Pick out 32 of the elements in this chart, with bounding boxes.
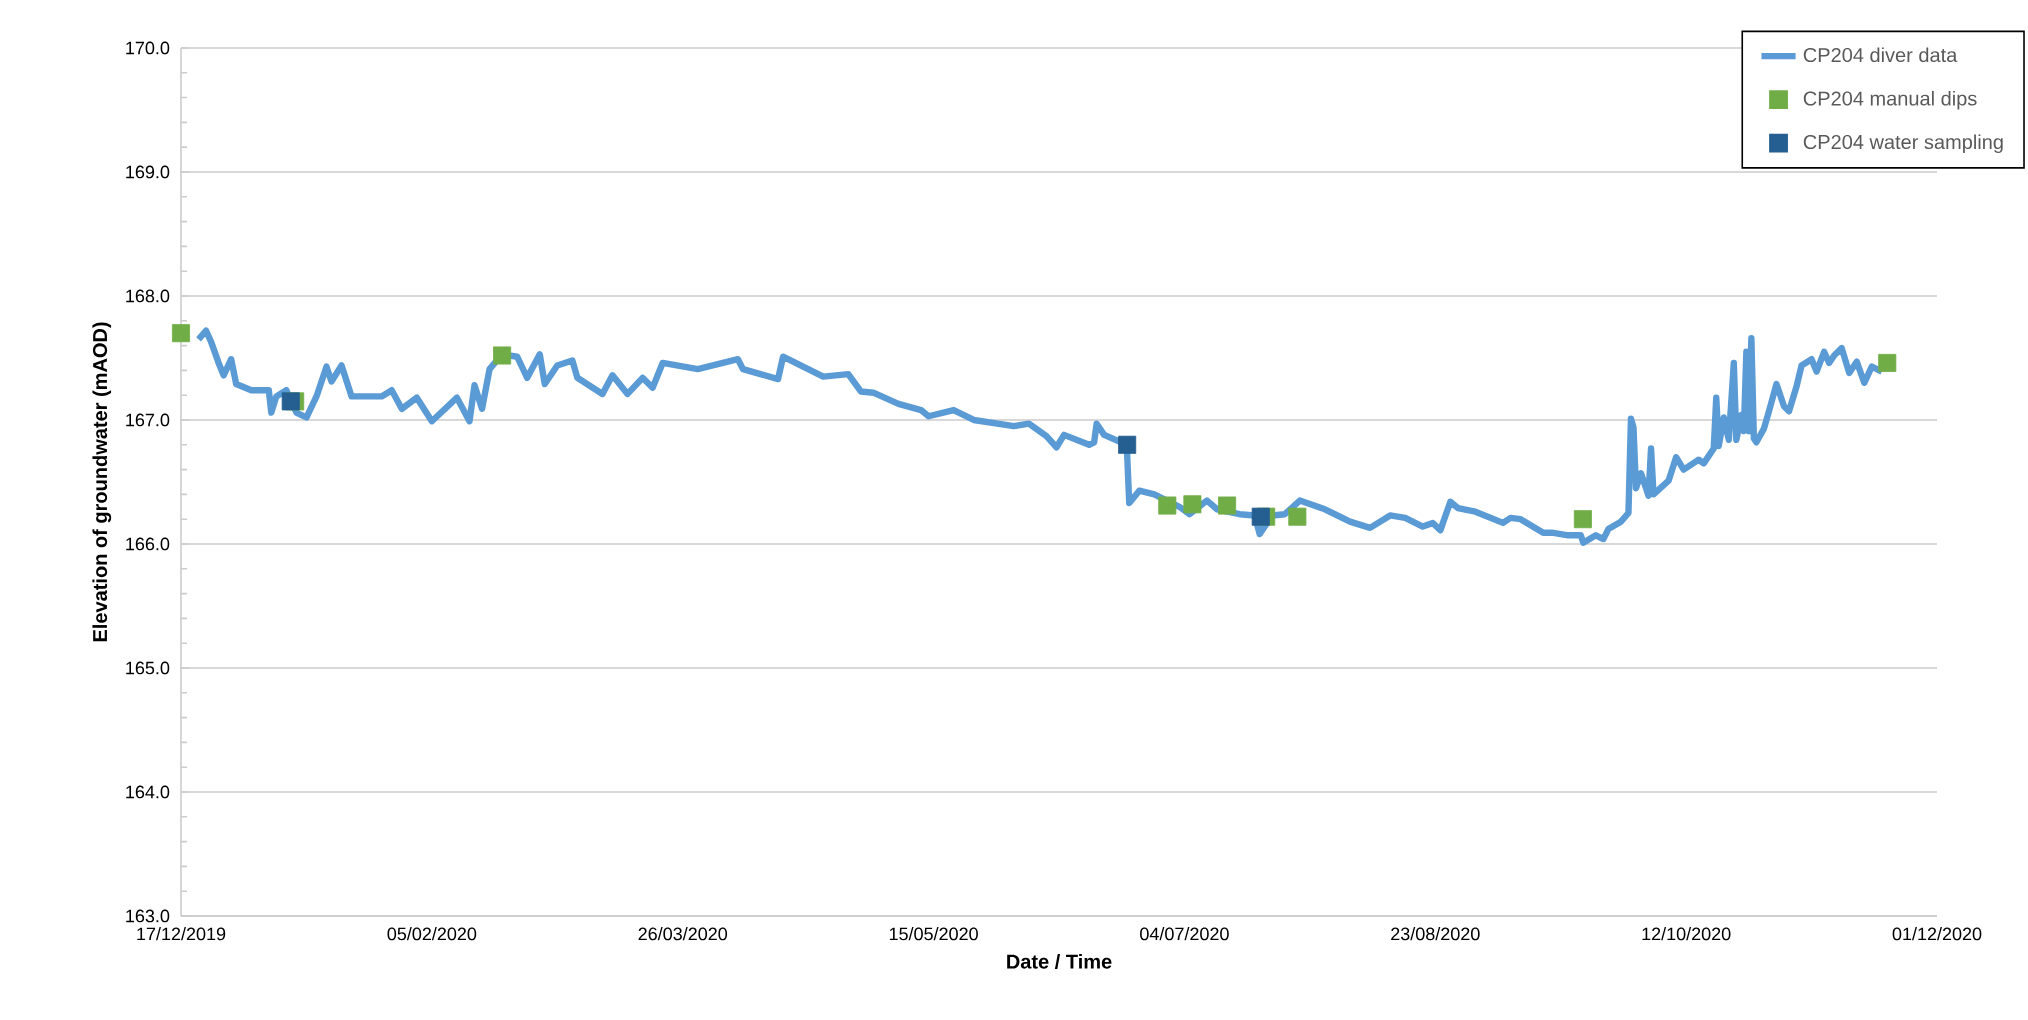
x-tick-label: 12/10/2020 <box>1642 927 1731 941</box>
x-axis-title: Date / Time <box>1007 954 1112 969</box>
legend-label: CP204 diver data <box>1803 47 1958 63</box>
x-tick-label: 17/12/2019 <box>137 927 226 941</box>
y-tick-label: 169.0 <box>126 165 170 179</box>
x-tick-label: 01/12/2020 <box>1892 927 1982 941</box>
y-tick-label: 164.0 <box>126 785 170 799</box>
x-tick-label: 23/08/2020 <box>1391 927 1480 941</box>
point <box>1118 435 1137 454</box>
x-tick-label: 26/03/2020 <box>638 927 728 941</box>
y-tick-label: 170.0 <box>126 41 170 55</box>
point <box>281 392 300 411</box>
y-tick-label: 163.0 <box>126 909 170 923</box>
point <box>1573 510 1592 529</box>
x-tick-label: 04/07/2020 <box>1140 927 1229 941</box>
point <box>1878 353 1897 372</box>
y-tick-label: 168.0 <box>126 289 170 303</box>
x-tick-label: 05/02/2020 <box>387 927 477 941</box>
point <box>1183 495 1202 514</box>
y-tick-label: 167.0 <box>126 413 170 427</box>
point <box>1288 507 1307 526</box>
point <box>172 324 191 343</box>
y-tick-label: 165.0 <box>126 661 170 675</box>
legend-label: CP204 water sampling <box>1803 134 2003 154</box>
point <box>1251 507 1270 526</box>
point <box>1218 496 1237 515</box>
point <box>1158 496 1177 515</box>
legend-label: CP204 manual dips <box>1803 90 1977 110</box>
y-tick-label: 166.0 <box>126 537 170 551</box>
y-axis-title: Elevation of groundwater (mAOD) <box>92 322 112 642</box>
point <box>493 346 512 365</box>
x-tick-label: 15/05/2020 <box>889 927 978 941</box>
